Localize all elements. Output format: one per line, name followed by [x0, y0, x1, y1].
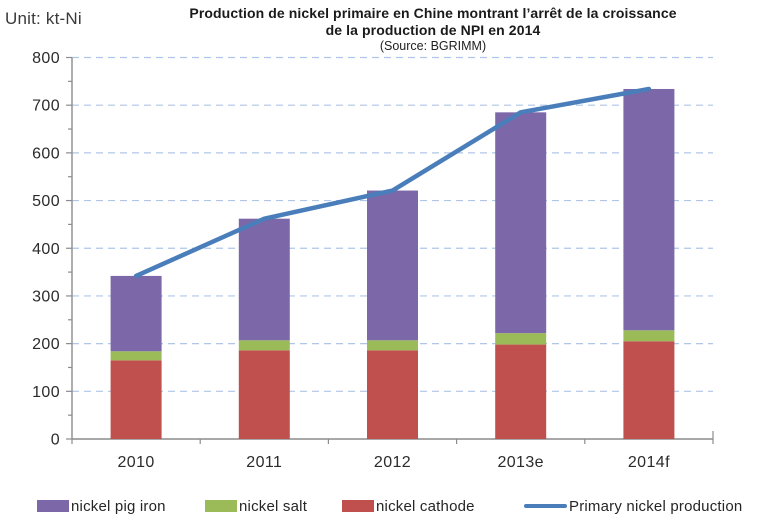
x-axis-label: 2013e [497, 454, 544, 471]
chart-title-block: Production de nickel primaire en Chine m… [97, 5, 769, 54]
legend-item-nickel-pig-iron: nickel pig iron [37, 496, 166, 516]
bar-segment-nickel-cathode-2013e [495, 344, 547, 439]
y-axis-label: 300 [32, 288, 60, 305]
bar-segment-nickel-cathode-2014f [623, 341, 675, 439]
trend-line [133, 86, 652, 279]
legend-box-swatch [37, 500, 69, 512]
legend-box-swatch [205, 500, 237, 512]
legend-line-swatch [524, 504, 567, 508]
bar-segment-nickel-pig-iron-2012 [367, 190, 418, 341]
x-axis-label: 2014f [628, 454, 670, 471]
legend-box-swatch [342, 500, 374, 512]
bar-segment-nickel-pig-iron-2014f [623, 88, 675, 331]
bar-segment-nickel-salt-2014f [623, 330, 675, 342]
bar-segment-nickel-cathode-2010 [110, 360, 162, 439]
x-axis-label: 2011 [246, 454, 282, 471]
legend-label: nickel salt [239, 497, 308, 515]
legend-label: Primary nickel production [569, 497, 743, 515]
legend: nickel pig iron nickel salt nickel cathode… [0, 496, 769, 518]
y-axis-label: 200 [32, 336, 60, 353]
x-axis-label: 2012 [374, 454, 411, 471]
bar-segment-nickel-cathode-2011 [238, 350, 290, 439]
legend-label: nickel pig iron [71, 497, 166, 515]
y-axis-label: 800 [32, 50, 60, 67]
y-axis-label: 500 [32, 193, 60, 210]
bar-segment-nickel-pig-iron-2013e [495, 112, 547, 334]
y-axis-label: 0 [51, 432, 60, 449]
bar-segment-nickel-salt-2012 [367, 340, 418, 351]
legend-item-nickel-salt: nickel salt [205, 496, 307, 516]
bar-segment-nickel-pig-iron-2011 [238, 218, 290, 341]
y-axis-label: 700 [32, 98, 60, 115]
legend-label: nickel cathode [376, 497, 475, 515]
chart-title-line1: Production de nickel primaire en Chine m… [189, 5, 677, 21]
y-axis-label: 400 [32, 241, 60, 258]
legend-item-nickel-cathode: nickel cathode [342, 496, 475, 516]
x-axis-label: 2010 [117, 454, 154, 471]
bar-segment-nickel-cathode-2012 [367, 350, 418, 439]
unit-label: Unit: kt-Ni [5, 9, 82, 28]
legend-item-primary-nickel-production: Primary nickel production [524, 496, 742, 516]
bar-segment-nickel-salt-2011 [238, 340, 290, 351]
bar-segment-nickel-salt-2010 [110, 351, 162, 361]
bar-segment-nickel-pig-iron-2010 [110, 275, 162, 352]
bar-segment-nickel-salt-2013e [495, 333, 547, 345]
y-axis-label: 600 [32, 145, 60, 162]
chart-title-line2: de la production de NPI en 2014 [325, 22, 541, 38]
chart-source: (Source: BGRIMM) [379, 39, 487, 53]
y-axis-label: 100 [32, 384, 60, 401]
